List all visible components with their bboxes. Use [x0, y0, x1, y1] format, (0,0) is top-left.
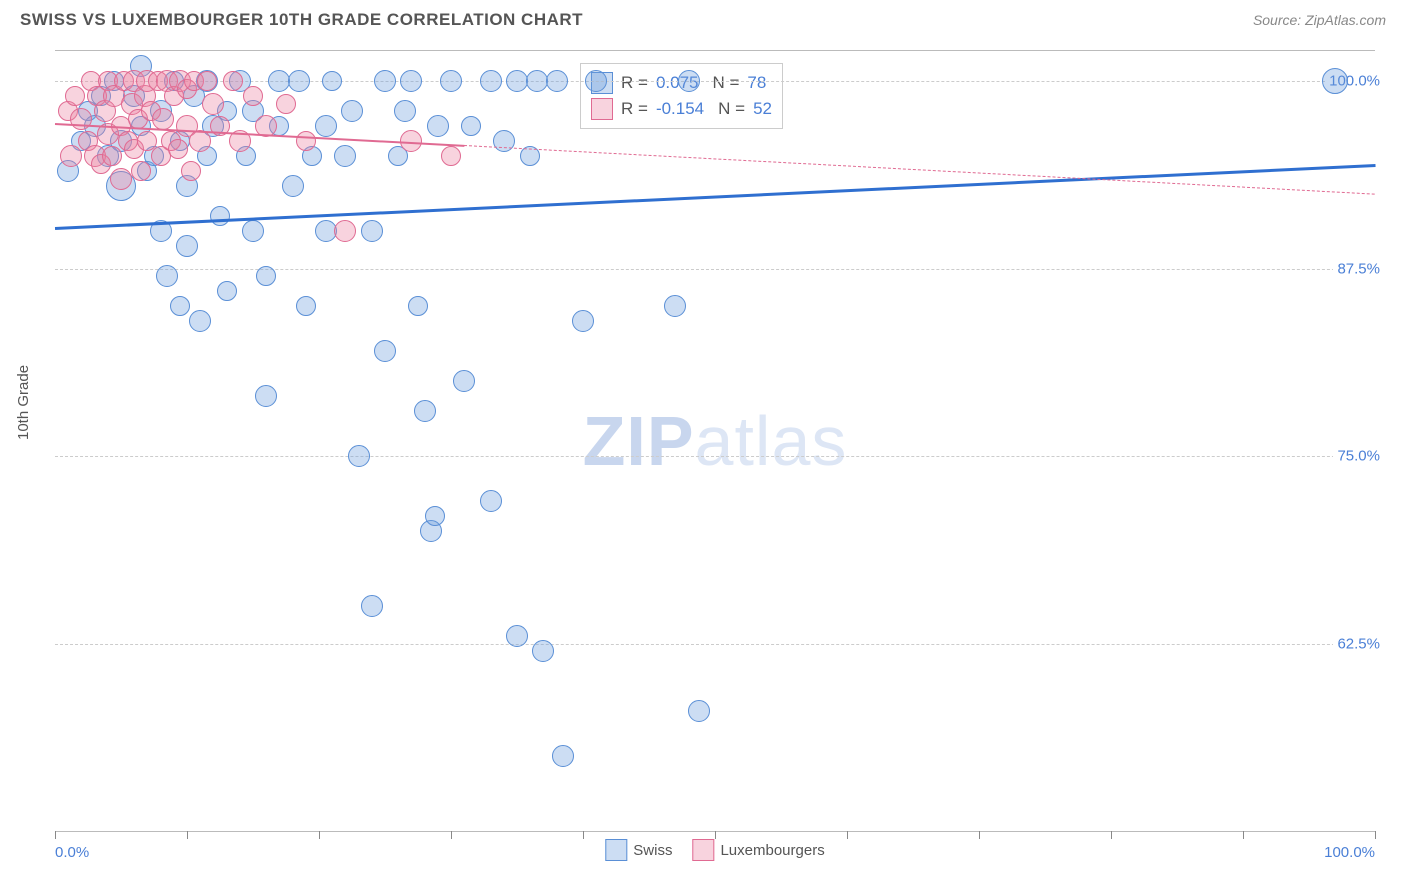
xtick: [847, 831, 848, 839]
data-point: [414, 400, 436, 422]
data-point: [425, 506, 445, 526]
data-point: [441, 146, 461, 166]
legend-item: Luxembourgers: [692, 839, 824, 861]
data-point: [65, 86, 85, 106]
data-point: [288, 70, 310, 92]
y-axis-label: 10th Grade: [15, 365, 32, 440]
xtick: [715, 831, 716, 839]
data-point: [572, 310, 594, 332]
xtick-label: 0.0%: [55, 844, 89, 861]
swatch-icon: [591, 98, 613, 120]
data-point: [110, 168, 132, 190]
data-point: [276, 94, 296, 114]
xtick: [319, 831, 320, 839]
data-point: [217, 281, 237, 301]
xtick: [583, 831, 584, 839]
data-point: [243, 86, 263, 106]
data-point: [341, 100, 363, 122]
data-point: [532, 640, 554, 662]
data-point: [131, 161, 151, 181]
data-point: [242, 220, 264, 242]
xtick: [451, 831, 452, 839]
data-point: [282, 175, 304, 197]
data-point: [223, 71, 243, 91]
data-point: [361, 220, 383, 242]
data-point: [374, 340, 396, 362]
data-point: [102, 146, 122, 166]
swatch-icon: [692, 839, 714, 861]
data-point: [493, 130, 515, 152]
series-legend: Swiss Luxembourgers: [605, 839, 824, 861]
chart-title: SWISS VS LUXEMBOURGER 10TH GRADE CORRELA…: [20, 10, 583, 30]
data-point: [197, 71, 217, 91]
data-point: [1322, 68, 1348, 94]
data-point: [361, 595, 383, 617]
data-point: [526, 70, 548, 92]
source-label: Source: ZipAtlas.com: [1253, 12, 1386, 28]
data-point: [374, 70, 396, 92]
data-point: [189, 130, 211, 152]
data-point: [440, 70, 462, 92]
data-point: [189, 310, 211, 332]
data-point: [552, 745, 574, 767]
data-point: [480, 70, 502, 92]
data-point: [176, 235, 198, 257]
data-point: [181, 161, 201, 181]
xtick: [1243, 831, 1244, 839]
ytick-label: 62.5%: [1333, 635, 1380, 652]
data-point: [256, 266, 276, 286]
scatter-chart: ZIPatlas R = 0.075N = 78R = -0.154N = 52…: [55, 50, 1375, 832]
legend-item: Swiss: [605, 839, 672, 861]
xtick: [1111, 831, 1112, 839]
ytick-label: 87.5%: [1333, 260, 1380, 277]
gridline: [55, 81, 1375, 82]
xtick: [1375, 831, 1376, 839]
xtick: [979, 831, 980, 839]
gridline: [55, 456, 1375, 457]
data-point: [268, 70, 290, 92]
watermark: ZIPatlas: [583, 401, 848, 481]
xtick: [187, 831, 188, 839]
data-point: [585, 70, 607, 92]
data-point: [168, 139, 188, 159]
xtick: [55, 831, 56, 839]
data-point: [255, 385, 277, 407]
data-point: [678, 70, 700, 92]
gridline: [55, 644, 1375, 645]
data-point: [315, 115, 337, 137]
data-point: [296, 131, 316, 151]
data-point: [334, 220, 356, 242]
stats-row: R = -0.154N = 52: [591, 96, 772, 122]
data-point: [315, 220, 337, 242]
data-point: [408, 296, 428, 316]
data-point: [461, 116, 481, 136]
data-point: [152, 108, 174, 130]
data-point: [60, 145, 82, 167]
data-point: [170, 296, 190, 316]
data-point: [156, 265, 178, 287]
data-point: [210, 206, 230, 226]
ytick-label: 75.0%: [1333, 448, 1380, 465]
data-point: [506, 70, 528, 92]
data-point: [202, 93, 224, 115]
data-point: [506, 625, 528, 647]
data-point: [348, 445, 370, 467]
data-point: [480, 490, 502, 512]
data-point: [394, 100, 416, 122]
data-point: [546, 70, 568, 92]
trend-line: [55, 164, 1375, 229]
data-point: [322, 71, 342, 91]
swatch-icon: [605, 839, 627, 861]
xtick-label: 100.0%: [1324, 844, 1375, 861]
gridline: [55, 269, 1375, 270]
data-point: [400, 70, 422, 92]
data-point: [334, 145, 356, 167]
data-point: [296, 296, 316, 316]
data-point: [664, 295, 686, 317]
data-point: [427, 115, 449, 137]
data-point: [453, 370, 475, 392]
data-point: [688, 700, 710, 722]
